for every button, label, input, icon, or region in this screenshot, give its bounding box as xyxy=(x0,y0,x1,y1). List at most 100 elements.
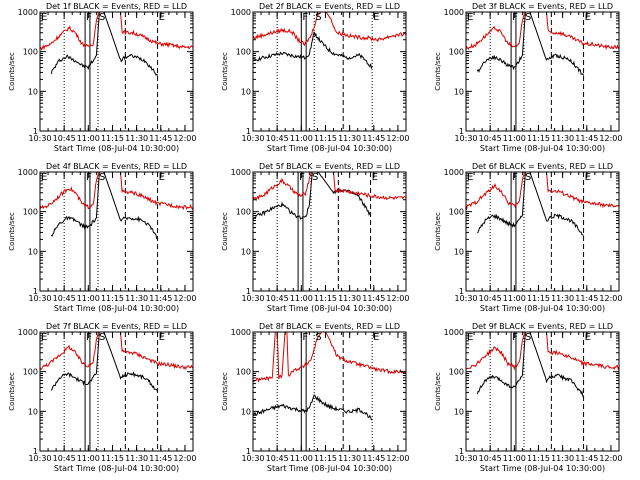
marker-label: E xyxy=(467,12,473,23)
x-axis-label: Start Time (08-Jul-04 10:30:00) xyxy=(267,144,392,153)
x-tick-label: 11:00 xyxy=(77,454,100,463)
x-tick-label: 11:30 xyxy=(125,134,148,143)
x-tick-label: 10:45 xyxy=(266,454,289,463)
x-tick-label: 11:15 xyxy=(101,454,124,463)
x-tick-label: 11:45 xyxy=(149,454,172,463)
x-tick-label: 10:45 xyxy=(53,134,76,143)
panel-frame xyxy=(39,11,194,132)
x-tick-label: 11:00 xyxy=(503,134,526,143)
panel-title: Det 1f BLACK = Events, RED = LLD xyxy=(46,2,187,11)
marker-label: E xyxy=(467,332,473,343)
panel-frame xyxy=(252,171,407,292)
y-tick-label: 1 xyxy=(246,127,251,136)
marker-label: F xyxy=(512,172,518,183)
x-tick-label: 12:00 xyxy=(599,294,622,303)
panel-frame xyxy=(465,171,620,292)
y-tick-label: 100 xyxy=(23,48,38,57)
y-axis-label: Counts/sec xyxy=(8,212,16,251)
y-tick-label: 1000 xyxy=(444,328,464,337)
panel-data xyxy=(466,332,619,451)
y-tick-label: 10 xyxy=(241,407,251,416)
panel-frame xyxy=(39,331,194,452)
marker-label: E xyxy=(372,172,378,183)
marker-label: E xyxy=(41,12,47,23)
panel-title: Det 2f BLACK = Events, RED = LLD xyxy=(259,2,400,11)
x-tick-label: 10:30 xyxy=(241,454,264,463)
marker-label: F xyxy=(512,332,518,343)
panel-frame xyxy=(465,11,620,132)
x-axis-label: Start Time (08-Jul-04 10:30:00) xyxy=(267,464,392,473)
panel-data xyxy=(40,332,193,451)
x-tick-label: 11:15 xyxy=(314,294,337,303)
series-lld xyxy=(466,12,619,51)
y-tick-label: 1000 xyxy=(18,8,38,17)
panel-title: Det 7f BLACK = Events, RED = LLD xyxy=(46,322,187,331)
series-events xyxy=(253,394,373,421)
x-tick-label: 11:45 xyxy=(575,294,598,303)
x-tick-label: 11:00 xyxy=(290,454,313,463)
x-tick-label: 11:45 xyxy=(362,134,385,143)
x-axis-label: Start Time (08-Jul-04 10:30:00) xyxy=(267,304,392,313)
y-tick-label: 1 xyxy=(246,447,251,456)
y-tick-label: 1000 xyxy=(18,168,38,177)
marker-label: S xyxy=(99,332,105,343)
series-lld xyxy=(253,332,406,383)
x-tick-label: 11:45 xyxy=(362,454,385,463)
x-axis-label: Start Time (08-Jul-04 10:30:00) xyxy=(480,464,605,473)
y-tick-label: 100 xyxy=(236,208,251,217)
marker-label: E xyxy=(585,172,591,183)
x-tick-label: 12:00 xyxy=(386,134,409,143)
x-tick-label: 10:45 xyxy=(479,134,502,143)
y-tick-label: 1 xyxy=(33,287,38,296)
marker-label: E xyxy=(467,172,473,183)
y-tick-label: 1000 xyxy=(444,168,464,177)
y-tick-label: 10 xyxy=(28,87,38,96)
y-tick-label: 1 xyxy=(459,447,464,456)
marker-label: S xyxy=(525,332,531,343)
series-lld xyxy=(40,172,193,211)
marker-label: F xyxy=(86,172,92,183)
marker-label: F xyxy=(302,12,308,23)
x-tick-label: 12:00 xyxy=(599,134,622,143)
x-tick-label: 11:00 xyxy=(290,294,313,303)
x-tick-label: 10:45 xyxy=(479,454,502,463)
y-axis-label: Counts/sec xyxy=(8,372,16,411)
y-tick-label: 1000 xyxy=(231,328,251,337)
panel-data xyxy=(40,172,193,291)
panel-frame xyxy=(252,331,407,452)
panel-title: Det 4f BLACK = Events, RED = LLD xyxy=(46,162,187,171)
y-tick-label: 1000 xyxy=(444,8,464,17)
series-events xyxy=(253,31,373,69)
x-tick-label: 11:15 xyxy=(527,134,550,143)
panel-title: Det 8f BLACK = Events, RED = LLD xyxy=(259,322,400,331)
x-axis-label: Start Time (08-Jul-04 10:30:00) xyxy=(54,144,179,153)
x-tick-label: 11:15 xyxy=(527,454,550,463)
x-tick-label: 10:30 xyxy=(241,134,264,143)
x-tick-label: 10:30 xyxy=(454,134,477,143)
y-tick-label: 10 xyxy=(241,87,251,96)
x-tick-label: 11:15 xyxy=(314,134,337,143)
panel-data xyxy=(466,172,619,291)
y-axis-label: Counts/sec xyxy=(434,212,442,251)
series-lld xyxy=(253,12,406,47)
x-tick-label: 10:30 xyxy=(28,454,51,463)
marker-label: E xyxy=(159,12,165,23)
panel-frame xyxy=(465,331,620,452)
x-tick-label: 11:45 xyxy=(362,294,385,303)
y-tick-label: 1 xyxy=(33,127,38,136)
y-tick-label: 10 xyxy=(241,247,251,256)
x-tick-label: 12:00 xyxy=(599,454,622,463)
marker-label: S xyxy=(312,172,318,183)
y-axis-label: Counts/sec xyxy=(8,52,16,91)
x-tick-label: 11:00 xyxy=(290,134,313,143)
marker-label: E xyxy=(373,332,379,343)
x-tick-label: 10:45 xyxy=(266,134,289,143)
marker-label: F xyxy=(86,332,92,343)
x-tick-label: 12:00 xyxy=(173,294,196,303)
x-tick-label: 11:00 xyxy=(77,294,100,303)
x-tick-label: 10:45 xyxy=(266,294,289,303)
